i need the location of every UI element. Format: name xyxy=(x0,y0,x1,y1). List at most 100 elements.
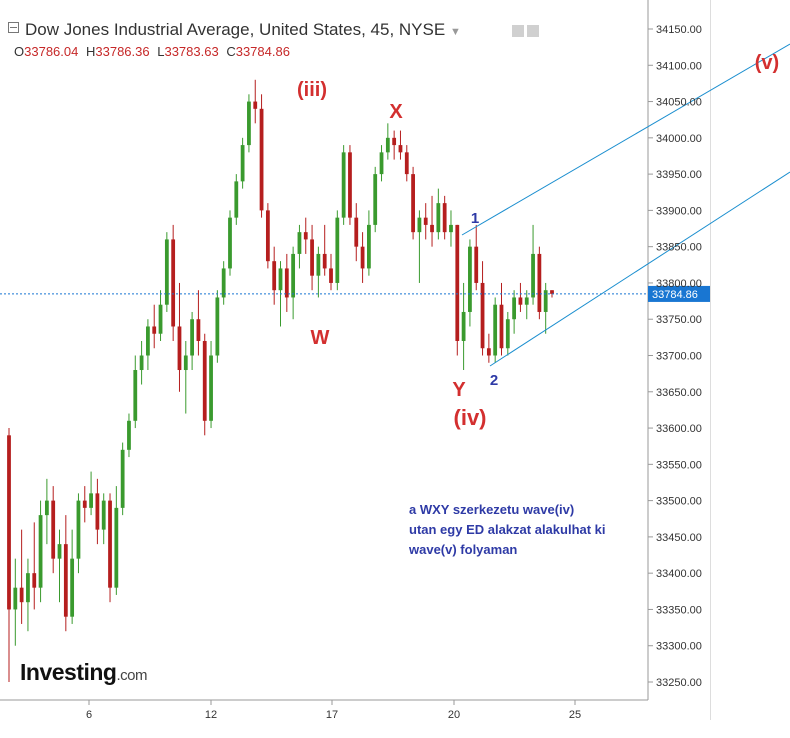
candle-body xyxy=(297,232,302,254)
candle-body xyxy=(13,587,18,610)
ohlc-readout: O33786.04 H33786.36 L33783.63 C33784.86 xyxy=(14,44,294,59)
investing-logo: Investing.com xyxy=(20,659,147,686)
candle-body xyxy=(19,587,24,603)
candle-body xyxy=(272,261,277,291)
candle-body xyxy=(70,558,75,617)
candle-body xyxy=(57,544,62,559)
candle-body xyxy=(423,217,428,225)
y-tick-label: 34150.00 xyxy=(656,24,702,36)
gear-icon[interactable] xyxy=(527,25,539,37)
candle-body xyxy=(228,217,232,269)
candle-body xyxy=(354,217,359,247)
candle-body xyxy=(95,493,100,530)
candle-body xyxy=(177,326,182,371)
candle-body xyxy=(417,217,422,233)
candle-body xyxy=(341,152,346,218)
candle-body xyxy=(38,515,43,588)
wave-label: (v) xyxy=(755,52,779,74)
close-label: C xyxy=(226,44,236,59)
candle-body xyxy=(247,101,251,146)
y-tick-label: 33500.00 xyxy=(656,496,702,508)
candle-body xyxy=(101,500,106,530)
lower-trendline xyxy=(489,171,790,367)
candle-body xyxy=(32,573,37,588)
candle-body xyxy=(442,203,447,233)
candle-body xyxy=(158,304,163,334)
candle-body xyxy=(303,232,308,240)
candle-body xyxy=(127,420,131,450)
candle-body xyxy=(63,544,68,617)
candle-body xyxy=(468,246,472,312)
candle-body xyxy=(505,319,510,349)
high-value: 33786.36 xyxy=(95,44,150,59)
current-price-tag xyxy=(648,285,710,302)
header-icons xyxy=(512,24,542,42)
candle-body xyxy=(253,101,258,109)
candle-body xyxy=(265,210,270,262)
collapse-icon[interactable] xyxy=(8,22,19,33)
candle-body xyxy=(474,246,479,283)
y-tick-label: 33950.00 xyxy=(656,169,702,181)
chart-header: Dow Jones Industrial Average, United Sta… xyxy=(8,20,461,40)
candle-body xyxy=(259,108,264,211)
candle-body xyxy=(89,493,93,508)
candle-body xyxy=(316,253,321,276)
candle-body xyxy=(190,319,194,356)
note-line: a WXY szerkezetu wave(iv) xyxy=(409,502,575,517)
y-tick-label: 33300.00 xyxy=(656,641,702,653)
y-tick-label: 33450.00 xyxy=(656,532,702,544)
close-value: 33784.86 xyxy=(235,44,290,59)
candle-body xyxy=(139,355,144,371)
wave-label: (iii) xyxy=(297,79,327,101)
candle-body xyxy=(240,145,245,182)
x-tick-label: 20 xyxy=(448,709,460,721)
x-tick-label: 12 xyxy=(205,709,217,721)
right-border xyxy=(710,0,711,720)
chevron-down-icon[interactable]: ▼ xyxy=(449,26,461,38)
candle-body xyxy=(120,449,125,508)
x-tick-label: 17 xyxy=(326,709,338,721)
open-value: 33786.04 xyxy=(24,44,79,59)
candle-body xyxy=(537,253,542,312)
candle-body xyxy=(183,355,188,371)
wave-label: 2 xyxy=(490,372,498,389)
low-value: 33783.63 xyxy=(164,44,219,59)
candle-body xyxy=(398,145,403,153)
candle-body xyxy=(385,137,390,153)
note-line: utan egy ED alakzat alakulhat ki xyxy=(409,522,606,537)
logo-brand: Investing xyxy=(20,659,117,685)
candle-body xyxy=(76,500,81,559)
candle-body xyxy=(164,239,169,305)
candle-body xyxy=(436,203,441,233)
candle-body xyxy=(360,246,365,269)
candle-body xyxy=(379,152,384,175)
candle-body xyxy=(51,500,56,559)
candle-body xyxy=(171,239,176,327)
candle-body xyxy=(202,340,207,421)
wave-label: W xyxy=(311,327,330,349)
candle-body xyxy=(461,311,466,341)
candle-body xyxy=(278,268,283,291)
candle-body xyxy=(209,355,213,421)
chart-title: Dow Jones Industrial Average, United Sta… xyxy=(25,20,446,39)
candle-body xyxy=(215,297,220,356)
candle-body xyxy=(480,282,485,349)
high-label: H xyxy=(85,44,96,59)
y-tick-label: 33250.00 xyxy=(656,677,702,689)
y-tick-label: 33750.00 xyxy=(656,314,702,326)
candle-body xyxy=(550,290,554,294)
candle-body xyxy=(486,348,491,356)
candle-body xyxy=(531,253,535,298)
candle-body xyxy=(310,239,314,276)
candle-body xyxy=(449,224,453,233)
settings-icon[interactable] xyxy=(512,25,524,37)
candle-body xyxy=(373,174,378,225)
current-price-label: 33784.86 xyxy=(652,289,698,301)
candle-body xyxy=(108,500,112,588)
candle-body xyxy=(82,500,87,508)
y-tick-label: 33850.00 xyxy=(656,242,702,254)
candle-body xyxy=(543,290,548,312)
candle-body xyxy=(146,326,150,356)
wave-label: X xyxy=(389,101,403,123)
